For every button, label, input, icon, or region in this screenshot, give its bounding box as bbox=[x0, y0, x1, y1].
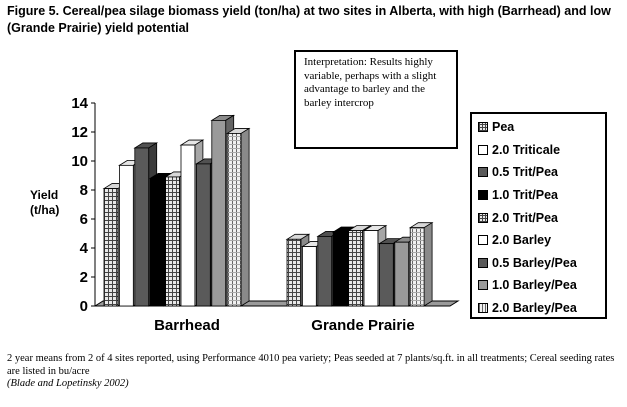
bar-front bbox=[119, 164, 134, 307]
y-tick-label: 10 bbox=[71, 153, 88, 170]
y-tick-label: 8 bbox=[80, 182, 88, 199]
bar-front bbox=[317, 235, 333, 307]
legend-label: 2.0 Barley bbox=[492, 233, 552, 248]
y-tick-label: 0 bbox=[80, 298, 88, 315]
legend-swatch bbox=[478, 235, 488, 246]
legend-swatch bbox=[478, 280, 488, 291]
legend-label: Pea bbox=[492, 120, 515, 135]
bar-front bbox=[134, 147, 150, 307]
bar-front bbox=[363, 230, 379, 307]
legend-label: 0.5 Barley/Pea bbox=[492, 255, 577, 270]
citation: (Blade and Lopetinsky 2002) bbox=[7, 378, 129, 390]
legend-item: 0.5 Barley/Pea bbox=[478, 252, 605, 275]
legend-swatch bbox=[478, 212, 488, 223]
bar-front bbox=[149, 177, 165, 307]
y-tick-label: 14 bbox=[71, 95, 88, 112]
legend-swatch bbox=[478, 144, 488, 155]
category-label: Grande Prairie bbox=[311, 317, 414, 334]
bar-0-8 bbox=[225, 127, 251, 307]
bar-front bbox=[226, 133, 242, 307]
bar-side bbox=[423, 221, 433, 307]
bar-side bbox=[240, 127, 250, 307]
legend-label: 0.5 Trit/Pea bbox=[492, 165, 559, 180]
bar-front bbox=[409, 227, 425, 307]
figure-title: Figure 5. Cereal/pea silage biomass yiel… bbox=[7, 4, 611, 35]
bar-1-8 bbox=[408, 221, 434, 307]
y-tick-label: 4 bbox=[80, 240, 89, 257]
legend-swatch bbox=[478, 257, 488, 268]
legend-label: 1.0 Barley/Pea bbox=[492, 278, 577, 293]
bar-front bbox=[180, 144, 196, 307]
bar-front bbox=[103, 188, 119, 307]
bar-front bbox=[348, 230, 363, 307]
bar-front bbox=[211, 120, 227, 307]
legend-item: Pea bbox=[478, 116, 605, 139]
legend-label: 2.0 Trit/Pea bbox=[492, 210, 559, 225]
footnote-text: 2 year means from 2 of 4 sites reported,… bbox=[7, 353, 615, 377]
legend-item: 2.0 Barley bbox=[478, 229, 605, 252]
y-tick-label: 2 bbox=[80, 269, 88, 286]
legend-swatch bbox=[478, 122, 488, 133]
legend-item: 1.0 Trit/Pea bbox=[478, 184, 605, 207]
bar-front bbox=[332, 231, 348, 307]
legend-item: 1.0 Barley/Pea bbox=[478, 274, 605, 297]
bar-front bbox=[301, 246, 317, 307]
y-axis-label-line2: (t/ha) bbox=[30, 203, 60, 217]
legend-swatch bbox=[478, 190, 488, 201]
legend-swatch bbox=[478, 303, 488, 314]
chart-bars bbox=[102, 114, 434, 307]
y-tick-label: 6 bbox=[80, 211, 88, 228]
bar-front bbox=[394, 241, 410, 307]
legend-item: 2.0 Barley/Pea bbox=[478, 297, 605, 320]
bar-front bbox=[195, 163, 211, 307]
footnote: 2 year means from 2 of 4 sites reported,… bbox=[7, 353, 622, 391]
interpretation-box: Interpretation: Results highly variable,… bbox=[294, 50, 458, 149]
chart-legend: Pea 2.0 Triticale 0.5 Trit/Pea 1.0 Trit/Pea… bbox=[470, 112, 607, 319]
chart-category-labels: Barrhead Grande Prairie bbox=[154, 317, 415, 334]
bar-front bbox=[165, 176, 180, 307]
legend-item: 2.0 Trit/Pea bbox=[478, 206, 605, 229]
legend-label: 1.0 Trit/Pea bbox=[492, 188, 559, 203]
legend-label: 2.0 Triticale bbox=[492, 142, 561, 157]
legend-item: 2.0 Triticale bbox=[478, 139, 605, 162]
y-axis-label: Yield (t/ha) bbox=[30, 188, 59, 218]
chart-ticks: 0 2 4 6 8 10 12 14 bbox=[71, 95, 95, 315]
y-tick-label: 12 bbox=[71, 124, 88, 141]
y-axis-label-line1: Yield bbox=[30, 188, 59, 202]
legend-label: 2.0 Barley/Pea bbox=[492, 301, 577, 316]
legend-swatch bbox=[478, 167, 488, 178]
bar-front bbox=[378, 243, 394, 307]
legend-item: 0.5 Trit/Pea bbox=[478, 161, 605, 184]
bar-front bbox=[286, 238, 302, 307]
category-label: Barrhead bbox=[154, 317, 220, 334]
